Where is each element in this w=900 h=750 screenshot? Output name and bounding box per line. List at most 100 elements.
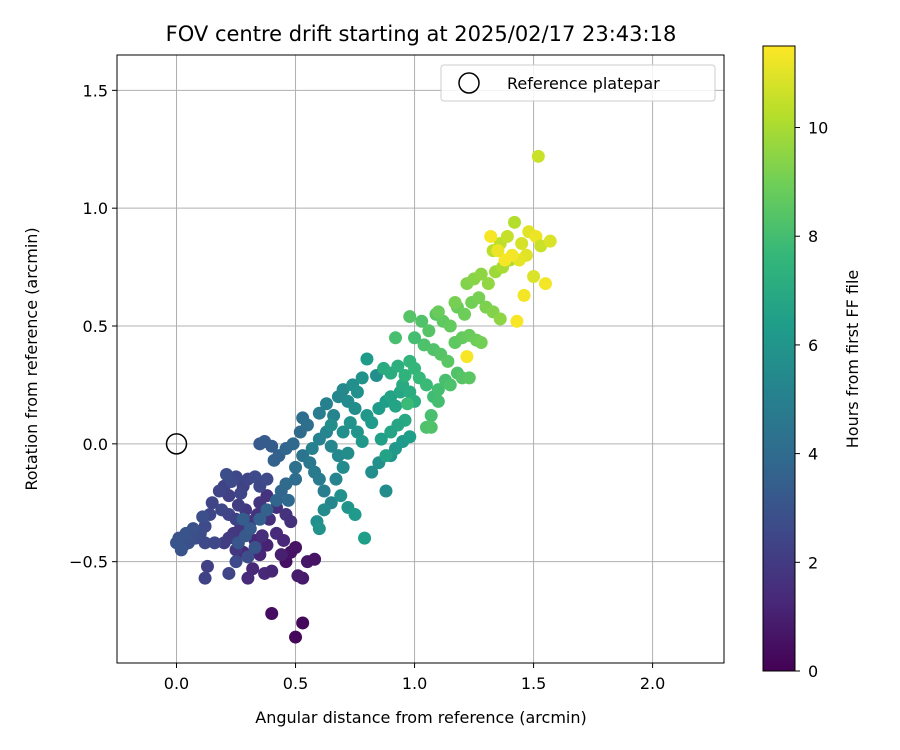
- data-point: [481, 277, 495, 291]
- y-axis-ticks: −0.5 0.0 0.5 1.0 1.5: [69, 81, 117, 572]
- data-point: [384, 425, 398, 439]
- data-point: [260, 472, 274, 486]
- data-point: [517, 288, 531, 302]
- plot-frame: [116, 54, 725, 664]
- data-point: [419, 378, 433, 392]
- colorbar-tick-label: 8: [808, 227, 818, 246]
- data-point: [291, 569, 305, 583]
- legend-label: Reference platepar: [507, 74, 660, 93]
- data-point: [460, 350, 474, 364]
- data-point: [255, 529, 269, 543]
- y-tick-label: 1.0: [83, 199, 108, 218]
- data-point: [510, 314, 524, 328]
- x-axis-ticks: 0.0 0.5 1.0 1.5 2.0: [164, 663, 665, 693]
- data-point: [365, 416, 379, 430]
- data-point: [289, 460, 303, 474]
- data-point: [348, 508, 362, 522]
- data-point: [403, 430, 417, 444]
- colorbar-label: Hours from first FF file: [843, 270, 862, 449]
- data-point: [277, 533, 291, 547]
- data-point: [491, 244, 505, 258]
- data-points: [170, 149, 557, 644]
- data-point: [498, 253, 512, 267]
- data-point: [265, 439, 279, 453]
- colorbar-gradient: [762, 45, 796, 672]
- x-tick-label: 0.0: [164, 674, 189, 693]
- data-point: [474, 267, 488, 281]
- data-point: [443, 378, 457, 392]
- y-tick-label: −0.5: [69, 553, 108, 572]
- data-point: [312, 406, 326, 420]
- data-point: [241, 550, 255, 564]
- data-point: [358, 531, 372, 545]
- data-point: [186, 522, 200, 536]
- data-point: [324, 418, 338, 432]
- data-point: [289, 630, 303, 644]
- data-point: [515, 237, 529, 251]
- data-point: [391, 359, 405, 373]
- x-axis-label: Angular distance from reference (arcmin): [255, 708, 586, 727]
- data-point: [374, 432, 388, 446]
- data-point: [484, 229, 498, 243]
- data-point: [355, 371, 369, 385]
- data-point: [200, 559, 214, 573]
- data-point: [500, 229, 514, 243]
- data-point: [312, 522, 326, 536]
- data-point: [296, 616, 310, 630]
- data-point: [441, 354, 455, 368]
- data-point: [265, 607, 279, 621]
- data-point: [229, 555, 243, 569]
- data-point: [493, 312, 507, 326]
- data-point: [300, 418, 314, 432]
- y-axis-label: Rotation from reference (arcmin): [22, 227, 41, 490]
- legend-box: [440, 64, 716, 102]
- data-point: [308, 552, 322, 566]
- colorbar-ticks: 0 2 4 6 8 10: [795, 119, 828, 681]
- data-point: [234, 486, 248, 500]
- data-point: [379, 449, 393, 463]
- data-point: [355, 434, 369, 448]
- data-point: [222, 566, 236, 580]
- data-point: [458, 307, 472, 321]
- x-tick-label: 1.5: [521, 674, 546, 693]
- data-point: [286, 437, 300, 451]
- data-point: [243, 522, 257, 536]
- data-point: [408, 331, 422, 345]
- data-point: [431, 305, 445, 319]
- data-point: [350, 385, 364, 399]
- data-point: [212, 484, 226, 498]
- data-point: [324, 439, 338, 453]
- chart-title: FOV centre drift starting at 2025/02/17 …: [166, 22, 677, 46]
- legend-marker: [458, 72, 480, 94]
- data-point: [403, 310, 417, 324]
- x-tick-label: 1.0: [402, 674, 427, 693]
- data-point: [527, 270, 541, 284]
- data-point: [443, 319, 457, 333]
- data-point: [198, 536, 212, 550]
- data-point: [424, 420, 438, 434]
- y-tick-label: 0.5: [83, 317, 108, 336]
- data-point: [365, 465, 379, 479]
- data-point: [462, 371, 476, 385]
- colorbar-tick-label: 10: [808, 119, 828, 138]
- data-point: [343, 416, 357, 430]
- data-point: [219, 467, 233, 481]
- colorbar-tick-label: 6: [808, 336, 818, 355]
- data-point: [241, 571, 255, 585]
- data-point: [253, 512, 267, 526]
- colorbar: 0 2 4 6 8 10 Hours from first FF file: [762, 45, 862, 681]
- data-point: [531, 149, 545, 163]
- data-point: [196, 510, 210, 524]
- data-point: [312, 472, 326, 486]
- data-point: [431, 383, 445, 397]
- data-point: [341, 446, 355, 460]
- data-point: [267, 453, 281, 467]
- data-point: [538, 277, 552, 291]
- data-point: [317, 503, 331, 517]
- data-point: [448, 295, 462, 309]
- data-point: [379, 484, 393, 498]
- data-point: [236, 512, 250, 526]
- data-point: [508, 215, 522, 229]
- data-point: [400, 397, 414, 411]
- data-point: [415, 314, 429, 328]
